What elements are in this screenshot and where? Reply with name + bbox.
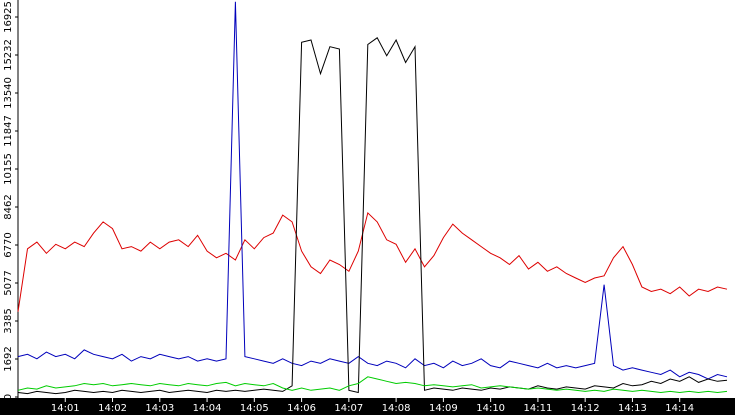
x-tick-label: 14:13: [618, 403, 647, 414]
x-tick-label: 14:14: [665, 403, 694, 414]
y-tick-label: 1692: [3, 346, 14, 371]
x-tick-label: 14:09: [429, 403, 458, 414]
x-tick-label: 14:02: [98, 403, 127, 414]
y-tick-label: 15232: [3, 39, 14, 71]
x-tick-label: 14:07: [334, 403, 363, 414]
x-tick-label: 14:06: [287, 403, 316, 414]
x-tick-label: 14:04: [193, 403, 222, 414]
series-line: [17, 211, 728, 312]
y-tick-label: 8462: [3, 194, 14, 219]
y-tick-label: 6770: [3, 232, 14, 257]
x-tick-label: 14:10: [476, 403, 505, 414]
y-tick-label: 3385: [3, 308, 14, 333]
y-tick-label: 11847: [3, 115, 14, 147]
x-tick-label: 14:05: [240, 403, 269, 414]
series-line: [17, 376, 728, 394]
x-tick-label: 14:11: [523, 403, 552, 414]
y-tick-label: 13540: [3, 77, 14, 109]
x-tick-label: 14:03: [145, 403, 174, 414]
series-line: [17, 1, 728, 380]
x-tick-label: 14:08: [382, 403, 411, 414]
series-line: [17, 37, 728, 395]
y-tick-label: 10155: [3, 153, 14, 185]
x-tick-label: 14:12: [571, 403, 600, 414]
y-tick-label: 16925: [3, 1, 14, 33]
x-axis-band: [0, 398, 735, 415]
x-tick-label: 14:01: [51, 403, 80, 414]
y-tick-label: 0: [3, 394, 14, 400]
y-tick-label: 5077: [3, 270, 14, 295]
